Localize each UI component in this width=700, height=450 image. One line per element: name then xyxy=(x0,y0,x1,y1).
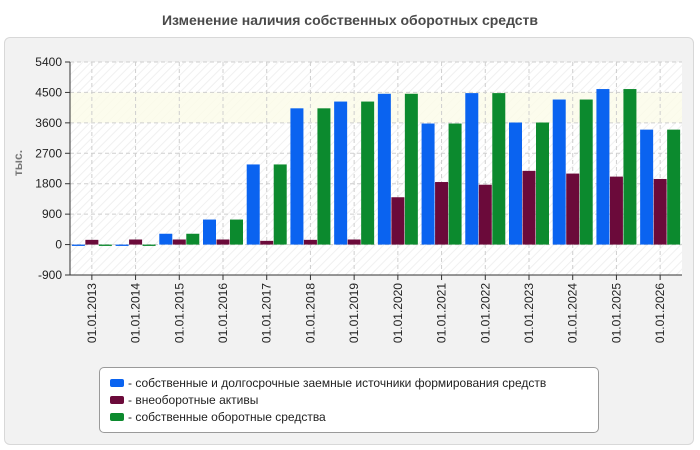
bar xyxy=(186,233,200,245)
x-tick-label: 01.01.2021 xyxy=(435,283,449,343)
bar xyxy=(172,239,186,245)
bar xyxy=(522,170,536,245)
legend-label: - внеоборотные активы xyxy=(128,392,259,407)
bar xyxy=(552,99,566,245)
bar xyxy=(509,122,522,245)
x-tick-label: 01.01.2025 xyxy=(609,283,623,343)
y-tick-label: -900 xyxy=(38,268,62,282)
legend-item-working-capital: - собственные оборотные средства xyxy=(110,408,598,425)
y-tick-label: 2700 xyxy=(35,146,62,160)
y-axis-label: тыс. xyxy=(11,150,25,176)
bar xyxy=(609,176,623,245)
bar xyxy=(596,89,610,245)
bar xyxy=(203,219,216,245)
bar xyxy=(260,240,274,245)
bar xyxy=(347,239,361,245)
bar xyxy=(303,239,317,245)
bar xyxy=(579,99,593,245)
chart-legend: - собственные и долгосрочные заемные ист… xyxy=(99,367,599,433)
legend-item-sources: - собственные и долгосрочные заемные ист… xyxy=(110,374,598,391)
y-tick-label: 5400 xyxy=(35,55,62,69)
legend-label: - собственные и долгосрочные заемные ист… xyxy=(128,375,547,390)
x-tick-label: 01.01.2014 xyxy=(129,283,143,343)
bar xyxy=(85,239,99,245)
x-tick-label: 01.01.2026 xyxy=(653,283,667,343)
x-tick-label: 01.01.2022 xyxy=(478,283,492,343)
y-tick-label: 1800 xyxy=(35,177,62,191)
bar xyxy=(404,93,418,245)
bar xyxy=(478,184,492,245)
legend-swatch xyxy=(110,395,124,404)
bar xyxy=(273,164,287,245)
bar xyxy=(129,239,143,245)
bar xyxy=(435,182,449,245)
bar xyxy=(653,178,667,245)
x-tick-label: 01.01.2015 xyxy=(172,283,186,343)
bar xyxy=(115,244,129,246)
bar xyxy=(492,93,506,245)
legend-swatch xyxy=(110,412,124,421)
x-tick-label: 01.01.2019 xyxy=(347,283,361,343)
y-tick-label: 4500 xyxy=(35,85,62,99)
bar xyxy=(334,101,348,245)
bar xyxy=(216,239,230,245)
bar xyxy=(377,93,391,245)
x-tick-label: 01.01.2013 xyxy=(85,283,99,343)
x-tick-label: 01.01.2024 xyxy=(566,283,580,343)
x-tick-label: 01.01.2016 xyxy=(216,283,230,343)
bar xyxy=(317,108,331,245)
bar xyxy=(448,123,462,245)
bar xyxy=(667,129,681,245)
x-tick-label: 01.01.2020 xyxy=(391,283,405,343)
legend-swatch xyxy=(110,378,124,387)
x-tick-label: 01.01.2023 xyxy=(522,283,536,343)
bar xyxy=(640,129,654,245)
y-tick-label: 900 xyxy=(42,207,62,221)
x-tick-label: 01.01.2018 xyxy=(303,283,317,343)
bar xyxy=(623,89,637,245)
y-tick-label: 0 xyxy=(55,238,62,252)
bar xyxy=(142,244,156,246)
bar xyxy=(98,244,112,246)
bar xyxy=(391,197,405,245)
chart-title: Изменение наличия собственных оборотных … xyxy=(161,12,539,28)
bar xyxy=(246,164,260,245)
bar xyxy=(421,123,435,245)
bar xyxy=(159,233,173,245)
legend-label: - собственные оборотные средства xyxy=(128,409,326,424)
legend-item-noncurrent-assets: - внеоборотные активы xyxy=(110,391,598,408)
bar xyxy=(290,108,304,245)
bar xyxy=(465,93,479,245)
bar xyxy=(536,122,549,245)
bar xyxy=(71,244,85,246)
x-tick-label: 01.01.2017 xyxy=(260,283,274,343)
bar xyxy=(566,173,580,245)
y-tick-label: 3600 xyxy=(35,116,62,130)
bar xyxy=(230,219,243,245)
bar xyxy=(361,101,375,245)
